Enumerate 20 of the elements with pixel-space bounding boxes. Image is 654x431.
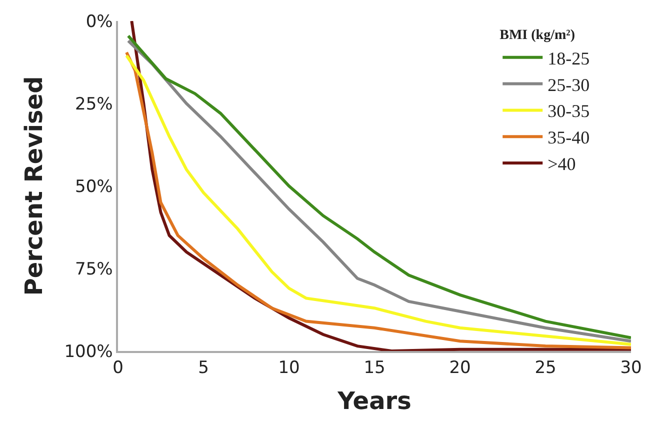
legend-label: 25-30	[548, 74, 590, 95]
legend-label: >40	[548, 154, 576, 174]
y-tick-label: 0%	[86, 12, 113, 32]
x-tick-label: 15	[364, 358, 386, 378]
x-tick-label: 0	[112, 358, 124, 378]
y-axis-title: Percent Revised	[20, 76, 48, 296]
legend-label: 30-35	[548, 101, 590, 122]
y-tick-label: 25%	[75, 94, 113, 114]
legend-label: 18-25	[548, 48, 590, 68]
x-axis-title: Years	[336, 386, 412, 415]
y-tick-label: 75%	[75, 259, 113, 280]
x-tick-label: 5	[198, 358, 209, 378]
y-tick-label: 50%	[75, 176, 113, 197]
y-tick-label: 100%	[64, 342, 113, 362]
x-tick-label: 10	[278, 358, 300, 378]
x-tick-label: 30	[620, 358, 642, 378]
x-tick-label: 20	[449, 358, 471, 378]
legend-title: BMI (kg/m²)	[500, 28, 576, 44]
legend-label: 35-40	[548, 128, 590, 148]
x-tick-label: 25	[534, 358, 556, 378]
